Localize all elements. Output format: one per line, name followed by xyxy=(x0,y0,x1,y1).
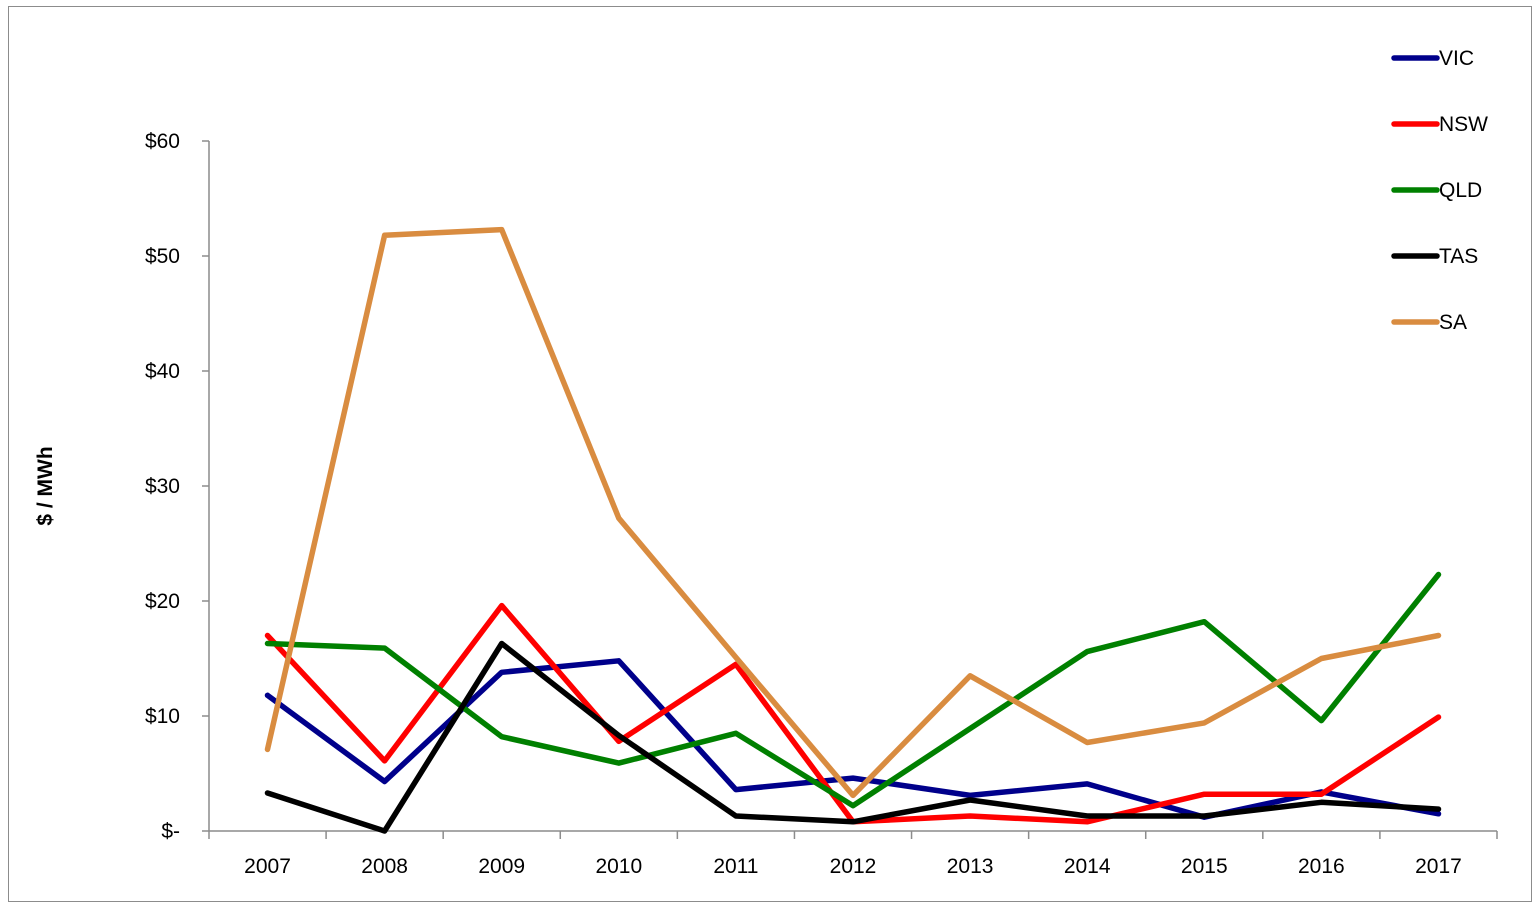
legend-label-nsw: NSW xyxy=(1439,113,1488,136)
y-tick-label: $40 xyxy=(145,360,180,383)
y-tick-label: $50 xyxy=(145,245,180,268)
series-line-tas xyxy=(264,640,1442,834)
x-tick-label: 2013 xyxy=(947,855,994,878)
x-tick-label: 2007 xyxy=(244,855,291,878)
x-tick-label: 2015 xyxy=(1181,855,1228,878)
series-line-sa xyxy=(264,226,1442,799)
y-axis-label: $ / MWh xyxy=(34,446,57,525)
y-tick-label: $30 xyxy=(145,475,180,498)
x-tick-label: 2014 xyxy=(1064,855,1111,878)
series-line-nsw xyxy=(264,602,1442,825)
y-tick-label: $20 xyxy=(145,590,180,613)
y-tick-label: $60 xyxy=(145,130,180,153)
y-tick-label: $10 xyxy=(145,705,180,728)
x-tick-group: 2007 2008 2009 2010 2011 2012 2013 2014 2015 2016… xyxy=(208,831,1498,878)
x-tick-label: 2012 xyxy=(830,855,877,878)
legend-label-qld: QLD xyxy=(1439,179,1482,202)
x-tick-label: 2016 xyxy=(1298,855,1345,878)
x-tick-label: 2009 xyxy=(478,855,525,878)
axes: $- $10 $20 $30 $40 $50 $60 2007 2008 2009 2010 201… xyxy=(145,130,1498,878)
legend-label-vic: VIC xyxy=(1439,47,1474,70)
x-tick-label: 2017 xyxy=(1415,855,1462,878)
y-tick-group: $- $10 $20 $30 $40 $50 $60 xyxy=(145,130,209,843)
series-group xyxy=(264,226,1442,834)
legend-label-sa: SA xyxy=(1439,311,1467,334)
x-tick-label: 2010 xyxy=(595,855,642,878)
legend: VIC NSW QLD TAS SA xyxy=(1391,47,1488,334)
x-tick-label: 2011 xyxy=(713,855,758,878)
y-tick-label: $- xyxy=(161,820,180,843)
legend-label-tas: TAS xyxy=(1439,245,1478,268)
x-tick-label: 2008 xyxy=(361,855,408,878)
